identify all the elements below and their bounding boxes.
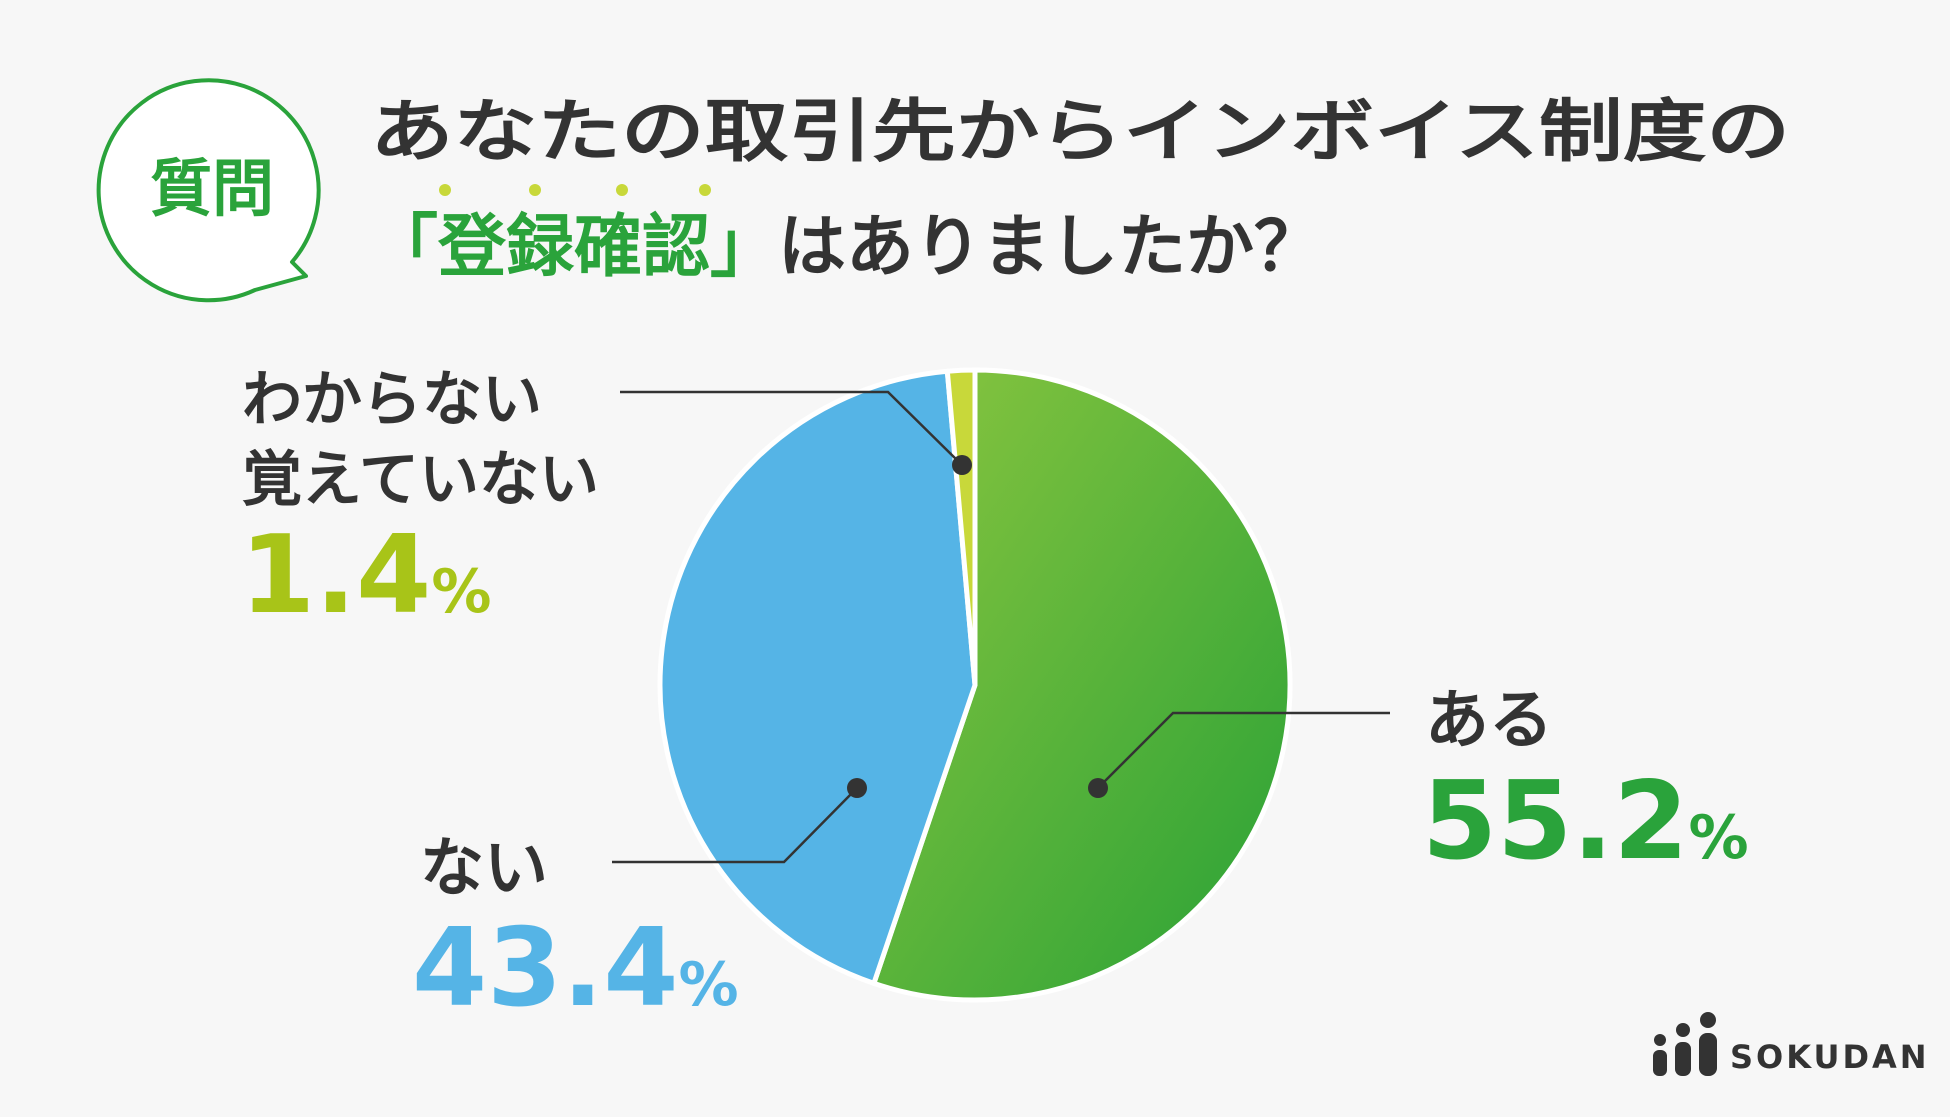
badge-label: 質問 [150, 152, 274, 225]
value-number: 1.4 [240, 513, 431, 638]
people-icon [1653, 1012, 1717, 1076]
leader-lines [612, 390, 1390, 864]
question-rest: はありましたか？ [778, 208, 1322, 287]
emphasis-text: 登録確認 [437, 208, 710, 287]
slice-value: 1.4% [240, 513, 491, 638]
leader-line-aru [1097, 711, 1390, 789]
slice-label-line2: 覚えていない [242, 445, 599, 515]
value-unit: % [431, 557, 491, 627]
brand-name: SOKUDAN [1730, 1038, 1930, 1076]
slice-value: 55.2% [1422, 759, 1749, 884]
value-unit: % [1688, 803, 1748, 873]
pie-chart [657, 367, 1293, 1003]
leader-dot-nai [847, 778, 867, 798]
slice-label-line1: わからない [242, 365, 542, 435]
pie-slice-nai [657, 368, 978, 986]
question-line1: あなたの取引先からインボイス制度の [370, 93, 1790, 172]
slice-label: ない [420, 832, 548, 906]
value-number: 55.2 [1422, 759, 1688, 884]
label-wakaranai: わからない 覚えていない 1.4% [240, 365, 599, 638]
emphasis-dots [439, 184, 711, 196]
value-number: 43.4 [412, 906, 678, 1031]
leader-dot-aru [1088, 778, 1108, 798]
leader-line-wakaranai [620, 390, 963, 466]
brand-logo: SOKUDAN [1653, 1012, 1930, 1076]
leader-dot-wakaranai [952, 455, 972, 475]
value-unit: % [678, 950, 738, 1020]
leader-dots [847, 455, 1108, 798]
label-nai: ない 43.4% [412, 832, 739, 1031]
slice-label: ある [1425, 684, 1553, 758]
leader-line-nai [612, 787, 858, 864]
pie-slice-wakaranai [944, 367, 978, 688]
pie-slice-aru [871, 367, 1293, 1003]
question-line2: 「登録確認」はありましたか？ [370, 208, 1322, 287]
speech-bubble-icon [96, 78, 321, 303]
quote-open: 「 [370, 208, 438, 287]
quote-close: 」 [710, 208, 778, 287]
label-aru: ある 55.2% [1422, 684, 1749, 884]
question-badge: 質問 [96, 78, 321, 303]
question-title: あなたの取引先からインボイス制度の 「登録確認」はありましたか？ [370, 93, 1790, 287]
slice-value: 43.4% [412, 906, 739, 1031]
